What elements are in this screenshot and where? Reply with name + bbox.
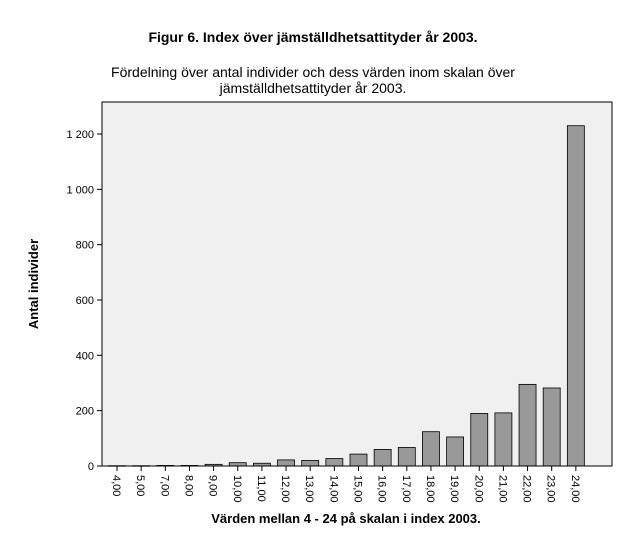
y-tick-label: 200 [76, 406, 94, 418]
bar [494, 412, 513, 467]
x-tick-label: 23,00 [545, 475, 557, 503]
bar [566, 125, 585, 467]
chart-title-line-2: jämställdhetsattityder år 2003. [219, 80, 407, 96]
bar [470, 413, 489, 467]
x-tick-label: 18,00 [424, 475, 436, 503]
x-tick-label: 14,00 [327, 475, 339, 503]
bar [397, 447, 416, 467]
x-tick-label: 13,00 [303, 475, 315, 503]
x-tick-label: 24,00 [569, 475, 581, 503]
bar [349, 453, 368, 467]
y-tick-label: 400 [76, 350, 94, 362]
x-tick-label: 4,00 [110, 475, 122, 496]
plot-frame [101, 101, 613, 467]
x-tick-label: 16,00 [376, 475, 388, 503]
y-axis: 0 200 400 600 800 1 000 1 200 [66, 129, 102, 473]
x-tick-label: 9,00 [207, 475, 219, 496]
figure-title: Figur 6. Index över jämställdhetsattityd… [148, 29, 477, 45]
bar [446, 436, 465, 467]
x-tick-label: 8,00 [182, 475, 194, 496]
bar [325, 458, 344, 467]
bar [277, 459, 295, 467]
y-axis-title: Antal individer [26, 239, 41, 329]
chart-title-line-1: Fördelning över antal individer och dess… [111, 64, 515, 80]
x-tick-label: 19,00 [448, 475, 460, 503]
bar [422, 431, 440, 467]
bar [518, 383, 537, 467]
x-tick-label: 15,00 [352, 475, 364, 503]
x-tick-label: 21,00 [496, 475, 508, 503]
x-tick-label: 11,00 [255, 475, 267, 502]
y-tick-label: 1 200 [66, 129, 94, 141]
y-tick-label: 1 000 [66, 184, 94, 196]
x-axis-title: Värden mellan 4 - 24 på skalan i index 2… [211, 511, 481, 526]
x-tick-label: 20,00 [472, 475, 484, 503]
x-tick-label: 7,00 [158, 475, 170, 496]
y-tick-label: 800 [76, 240, 94, 252]
bar [542, 387, 561, 467]
x-tick-label: 22,00 [521, 475, 533, 503]
x-tick-label: 10,00 [231, 475, 243, 503]
x-tick-label: 12,00 [279, 475, 291, 503]
x-tick-label: 5,00 [134, 475, 146, 496]
y-tick-label: 0 [88, 461, 94, 473]
x-tick-label: 17,00 [400, 475, 412, 503]
bar [373, 448, 392, 467]
x-axis: 4,00 5,00 7,00 8,00 9,00 10,00 11,00 12,00 13,00… [110, 466, 581, 503]
bars [108, 125, 585, 467]
y-tick-label: 600 [76, 295, 94, 307]
bar [301, 460, 320, 467]
